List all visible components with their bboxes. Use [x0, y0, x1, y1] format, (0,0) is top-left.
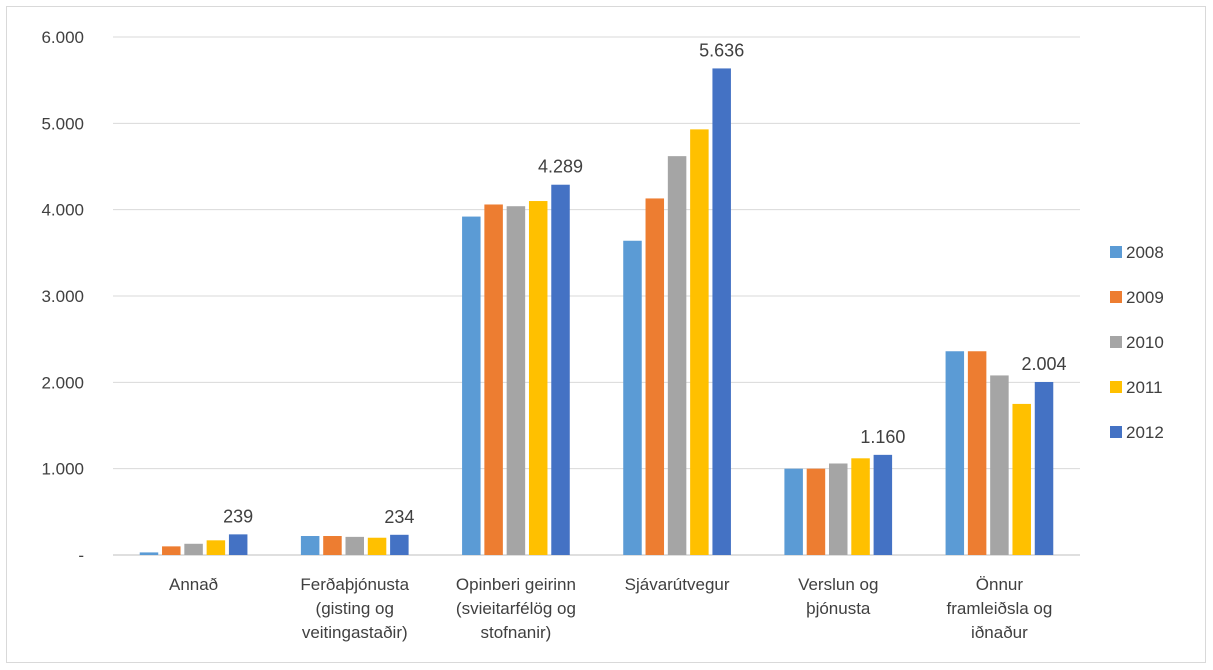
legend-swatch-2009: [1110, 291, 1122, 303]
x-category-label-line: stofnanir): [480, 623, 551, 642]
bar-2009: [806, 468, 826, 555]
bar-2010: [506, 206, 526, 556]
legend-label-2008: 2008: [1126, 243, 1164, 262]
bar-2011: [206, 540, 226, 555]
data-label: 1.160: [860, 427, 905, 447]
legend-label-2012: 2012: [1126, 423, 1164, 442]
y-tick-label: -: [78, 546, 84, 565]
x-category-label-line: (svieitarfélög og: [456, 599, 576, 618]
data-label: 234: [384, 507, 414, 527]
x-category-label-line: Verslun og: [798, 575, 878, 594]
x-category-label: Opinberi geirinn (svieitarfélög og stofnan…: [456, 575, 576, 642]
bar-2011: [851, 458, 870, 555]
data-labels: 239 234 4.289 5.636 1.160 2.004: [223, 40, 1066, 526]
bar-2009: [162, 546, 181, 555]
bar-2008: [462, 216, 481, 555]
x-category-label-line: iðnaður: [971, 623, 1028, 642]
legend: 2008 2009 2010 2011 2012: [1110, 243, 1164, 442]
bar-2010: [345, 536, 364, 555]
bar-2011: [528, 201, 548, 556]
x-category-label-line: Önnur: [976, 575, 1024, 594]
bar-2008: [945, 351, 965, 555]
bar-2011: [1012, 403, 1031, 555]
bar-2012: [712, 68, 731, 556]
bar-2009: [967, 351, 987, 555]
x-category-label-line: framleiðsla og: [947, 599, 1053, 618]
x-category-label: Annað: [169, 575, 218, 594]
x-category-label-line: (gisting og: [316, 599, 394, 618]
y-tick-label: 1.000: [41, 460, 84, 479]
x-category-label-line: veitingastaðir): [302, 623, 408, 642]
x-category-label: Verslun og þjónusta: [798, 575, 878, 618]
legend-swatch-2012: [1110, 426, 1122, 438]
x-category-label-line: Opinberi geirinn: [456, 575, 576, 594]
legend-swatch-2008: [1110, 246, 1122, 258]
bar-2009: [645, 198, 665, 555]
bar-2012: [551, 184, 570, 555]
bars: [139, 68, 1054, 556]
bar-2010: [990, 375, 1009, 555]
bar-2008: [623, 240, 642, 555]
data-label: 5.636: [699, 40, 744, 60]
x-category-label-line: Ferðaþjónusta: [300, 575, 409, 594]
x-category-label: Önnur framleiðsla og iðnaður: [947, 575, 1053, 642]
y-tick-label: 5.000: [41, 114, 84, 133]
bar-2008: [784, 468, 803, 555]
bar-2009: [484, 204, 503, 555]
y-tick-label: 3.000: [41, 287, 84, 306]
legend-swatch-2010: [1110, 336, 1122, 348]
bar-2011: [367, 537, 387, 555]
bar-2010: [829, 463, 848, 555]
bar-2010: [667, 156, 687, 555]
bar-2012: [390, 534, 409, 555]
y-tick-label: 6.000: [41, 28, 84, 47]
y-tick-label: 2.000: [41, 373, 84, 392]
bar-2012: [1034, 381, 1054, 555]
bar-2009: [323, 536, 342, 555]
data-label: 4.289: [538, 157, 583, 177]
legend-label-2009: 2009: [1126, 288, 1164, 307]
bar-2008: [139, 552, 159, 555]
x-category-label: Ferðaþjónusta (gisting og veitingastaðir): [300, 575, 409, 642]
legend-swatch-2011: [1110, 381, 1122, 393]
x-category-label-line: Sjávarútvegur: [625, 575, 730, 594]
bar-2008: [300, 536, 320, 555]
x-category-label-line: Annað: [169, 575, 218, 594]
legend-label-2011: 2011: [1126, 378, 1163, 397]
y-tick-label: 4.000: [41, 201, 84, 220]
x-axis-categories: Annað Ferðaþjónusta (gisting og veitingasta…: [169, 575, 1052, 642]
bar-2010: [184, 543, 203, 555]
gridlines: [113, 36, 1080, 556]
data-label: 2.004: [1021, 354, 1066, 374]
data-label: 239: [223, 506, 253, 526]
x-category-label: Sjávarútvegur: [625, 575, 730, 594]
y-axis-ticks: - 1.000 2.000 3.000 4.000 5.000 6.000: [41, 28, 84, 565]
bar-2012: [873, 454, 893, 555]
x-category-label-line: þjónusta: [806, 599, 871, 618]
bar-2012: [228, 534, 248, 555]
legend-label-2010: 2010: [1126, 333, 1164, 352]
bar-2011: [690, 129, 709, 556]
